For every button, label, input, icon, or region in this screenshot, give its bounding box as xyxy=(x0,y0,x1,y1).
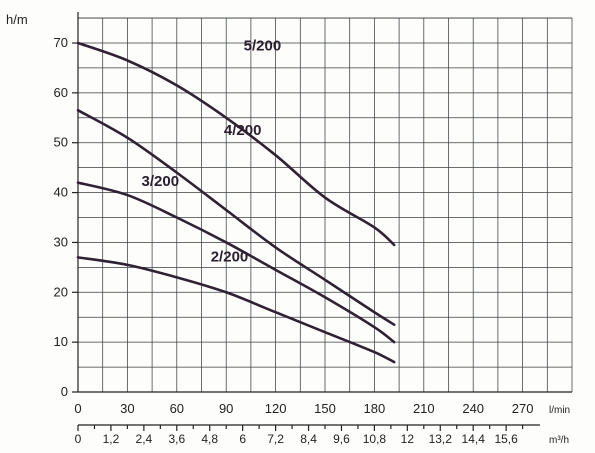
series-label-2-200: 2/200 xyxy=(211,248,249,265)
y-tick-label: 70 xyxy=(54,35,68,50)
x-tick-label-primary: 180 xyxy=(364,401,386,416)
labels: 5/200 4/200 3/200 2/200 xyxy=(142,37,282,265)
x-tick-label-primary: 30 xyxy=(120,401,134,416)
x-tick-label-secondary: 2,4 xyxy=(136,432,153,446)
x-tick-label-primary: 0 xyxy=(74,401,81,416)
y-tick-label: 40 xyxy=(54,185,68,200)
x-tick-label-secondary: 0 xyxy=(75,432,82,446)
x-tick-label-primary: 60 xyxy=(170,401,184,416)
y-tick-label: 0 xyxy=(61,384,68,399)
x-tick-label-primary: 150 xyxy=(314,401,336,416)
series-label-5-200: 5/200 xyxy=(244,37,282,54)
x-tick-label-primary: 270 xyxy=(512,401,534,416)
x-tick-label-secondary: 4,8 xyxy=(201,432,218,446)
y-tick-label: 10 xyxy=(54,334,68,349)
x-tick-label-secondary: 12 xyxy=(401,432,415,446)
x-tick-label-secondary: 14,4 xyxy=(462,432,486,446)
series-line-4-200 xyxy=(76,109,396,326)
x-tick-label-secondary: 1,2 xyxy=(103,432,120,446)
x-tick-label-secondary: 3,6 xyxy=(168,432,185,446)
series-line-2-200 xyxy=(76,256,396,364)
series-curves xyxy=(76,41,396,364)
y-tick-label: 20 xyxy=(54,284,68,299)
series-label-4-200: 4/200 xyxy=(224,122,262,139)
grid xyxy=(77,17,573,393)
y-axis-title: h/m xyxy=(6,12,28,27)
x-tick-label-secondary: 9,6 xyxy=(333,432,350,446)
series-label-3-200: 3/200 xyxy=(142,173,180,190)
x-tick-label-primary: 120 xyxy=(265,401,287,416)
x-tick-label-secondary: 7,2 xyxy=(267,432,284,446)
x-axis-unit-primary: l/min xyxy=(549,405,570,416)
series-line-3-200 xyxy=(76,181,396,344)
x-tick-label-secondary: 6 xyxy=(239,432,246,446)
x-axis-unit-secondary: m³/h xyxy=(549,435,569,446)
x-tick-label-secondary: 15,6 xyxy=(494,432,518,446)
x-tick-label-secondary: 13,2 xyxy=(429,432,453,446)
y-tick-label: 50 xyxy=(54,135,68,150)
y-tick-label: 60 xyxy=(54,85,68,100)
y-tick-label: 30 xyxy=(54,234,68,249)
x-tick-label-primary: 240 xyxy=(462,401,484,416)
x-tick-label-primary: 90 xyxy=(219,401,233,416)
series-line-5-200 xyxy=(76,41,396,247)
x-tick-label-primary: 210 xyxy=(413,401,435,416)
x-tick-label-secondary: 8,4 xyxy=(300,432,317,446)
x-tick-label-secondary: 10,8 xyxy=(363,432,387,446)
